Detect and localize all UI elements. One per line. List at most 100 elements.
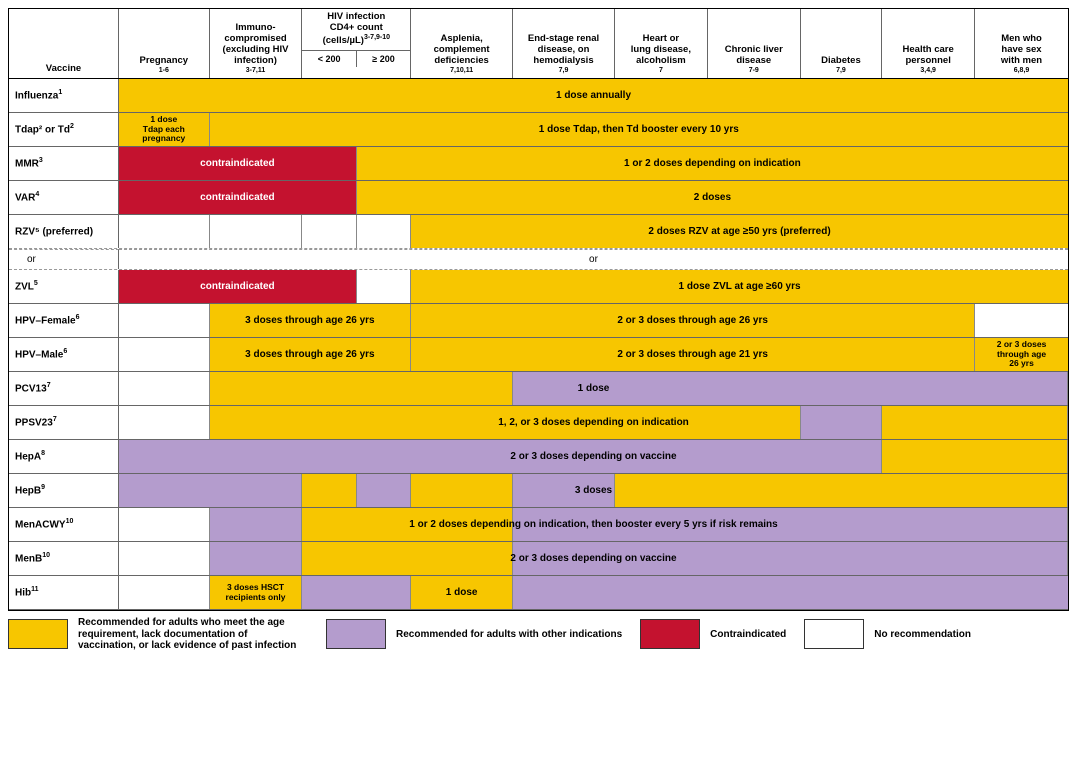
- legend-text: No recommendation: [874, 629, 971, 641]
- cell-segment: [210, 508, 303, 541]
- header-col-5: Heart orlung disease,alcoholism7: [615, 9, 708, 78]
- cell-segment: [210, 542, 303, 575]
- header-col-6: Chronic liverdisease7-9: [708, 9, 801, 78]
- cell-segment: contraindicated: [119, 181, 357, 214]
- row-body: 2 or 3 doses depending on vaccine: [119, 542, 1068, 575]
- cell-segment: [357, 474, 411, 507]
- table-row: HepB93 doses: [9, 474, 1068, 508]
- legend: Recommended for adults who meet the age …: [8, 611, 1069, 654]
- header-col-7: Diabetes7,9: [801, 9, 883, 78]
- table-row: HepA82 or 3 doses depending on vaccine: [9, 440, 1068, 474]
- vaccine-cell: HPV–Female6: [9, 304, 119, 337]
- cell-segment: 3 doses HSCT recipients only: [210, 576, 303, 609]
- header-col-8: Health carepersonnel 3,4,9: [882, 9, 975, 78]
- legend-swatch: [640, 619, 700, 649]
- table-row: oror: [9, 249, 1068, 270]
- cell-segment: [513, 508, 1068, 541]
- legend-swatch: [804, 619, 864, 649]
- header-vaccine: Vaccine: [9, 9, 119, 78]
- cell-segment: [801, 406, 883, 439]
- cell-segment: [210, 372, 513, 405]
- vaccine-cell: Influenza1: [9, 79, 119, 112]
- header-body-area: Pregnancy1-6Immuno-compromised(excluding…: [119, 9, 1068, 78]
- row-body: 1 dose Tdap each pregnancy1 dose Tdap, t…: [119, 113, 1068, 146]
- table-row: Hib11 3 doses HSCT recipients only 1 dose: [9, 576, 1068, 610]
- cell-segment: [119, 508, 210, 541]
- cell-segment: [119, 440, 882, 473]
- vaccine-cell: HepA8: [9, 440, 119, 473]
- header-row: Vaccine Pregnancy1-6Immuno-compromised(ex…: [9, 9, 1068, 79]
- cell-segment: [975, 304, 1068, 337]
- header-col-4: End-stage renaldisease, onhemodialysis7,…: [513, 9, 615, 78]
- cell-segment: 3 doses through age 26 yrs: [210, 304, 412, 337]
- cell-segment: [513, 372, 1068, 405]
- vaccine-cell: VAR4: [9, 181, 119, 214]
- cell-segment: [302, 474, 356, 507]
- vaccine-cell: MenACWY10: [9, 508, 119, 541]
- vaccine-cell: PCV137: [9, 372, 119, 405]
- table-row: ZVL5contraindicated1 dose ZVL at age ≥60…: [9, 270, 1068, 304]
- cell-segment: [615, 474, 1068, 507]
- cell-segment: [302, 576, 411, 609]
- cell-segment: [119, 215, 210, 248]
- row-body: 3 doses: [119, 474, 1068, 507]
- row-body: 1 dose annually: [119, 79, 1068, 112]
- row-body: 2 or 3 doses depending on vaccine: [119, 440, 1068, 473]
- row-body: contraindicated2 doses: [119, 181, 1068, 214]
- legend-text: Recommended for adults with other indica…: [396, 629, 622, 641]
- row-body: 1 or 2 doses depending on indication, th…: [119, 508, 1068, 541]
- cell-segment: contraindicated: [119, 270, 357, 303]
- cell-segment: 2 or 3 doses through age 26 yrs: [975, 338, 1068, 371]
- cell-segment: 2 doses: [357, 181, 1068, 214]
- table-row: PPSV2371, 2, or 3 doses depending on ind…: [9, 406, 1068, 440]
- cell-segment: 1 dose Tdap each pregnancy: [119, 113, 210, 146]
- cell-segment: [119, 474, 302, 507]
- cell-segment: 1 dose: [411, 576, 513, 609]
- cell-segment: 3 doses through age 26 yrs: [210, 338, 412, 371]
- table-row: VAR4contraindicated2 doses: [9, 181, 1068, 215]
- header-col-hiv-split: < 200≥ 200: [302, 50, 410, 67]
- cell-segment: [882, 406, 1068, 439]
- cell-segment: 1 or 2 doses depending on indication: [357, 147, 1068, 180]
- table-row: Influenza11 dose annually: [9, 79, 1068, 113]
- header-col-0: Pregnancy1-6: [119, 9, 210, 78]
- vaccine-cell: MenB10: [9, 542, 119, 575]
- header-col-hiv-split-1: ≥ 200: [357, 51, 410, 67]
- cell-segment: [411, 474, 513, 507]
- cell-segment: [357, 270, 411, 303]
- header-col-hiv: HIV infectionCD4+ count(cells/µL)3-7,9-1…: [302, 9, 411, 78]
- cell-segment: [882, 440, 1068, 473]
- legend-item: Recommended for adults with other indica…: [326, 619, 622, 649]
- vaccine-cell: Tdap² or Td2: [9, 113, 119, 146]
- header-col-hiv-split-0: < 200: [302, 51, 356, 67]
- cell-segment: [119, 576, 210, 609]
- cell-segment: 2 or 3 doses through age 21 yrs: [411, 338, 975, 371]
- cell-segment: [513, 576, 1068, 609]
- row-body: 1 dose: [119, 372, 1068, 405]
- legend-text: Recommended for adults who meet the age …: [78, 617, 308, 652]
- header-col-1: Immuno-compromised(excluding HIVinfectio…: [210, 9, 303, 78]
- cell-segment: [357, 215, 411, 248]
- table-row: MMR3contraindicated1 or 2 doses dependin…: [9, 147, 1068, 181]
- header-vaccine-label: Vaccine: [46, 64, 81, 75]
- cell-segment: [210, 215, 303, 248]
- legend-swatch: [326, 619, 386, 649]
- header-col-hiv-top: HIV infectionCD4+ count(cells/µL)3-7,9-1…: [320, 9, 393, 50]
- cell-segment: 2 doses RZV at age ≥50 yrs (preferred): [411, 215, 1068, 248]
- cell-segment: [513, 542, 1068, 575]
- cell-segment: [302, 508, 513, 541]
- cell-segment: 1 dose annually: [119, 79, 1068, 112]
- cell-segment: [302, 215, 356, 248]
- cell-segment: 1 dose ZVL at age ≥60 yrs: [411, 270, 1068, 303]
- legend-item: Contraindicated: [640, 619, 786, 649]
- cell-segment: [119, 304, 210, 337]
- table-row: MenACWY101 or 2 doses depending on indic…: [9, 508, 1068, 542]
- row-body: 2 doses RZV at age ≥50 yrs (preferred): [119, 215, 1068, 248]
- legend-item: Recommended for adults who meet the age …: [8, 617, 308, 652]
- cell-segment: [302, 542, 513, 575]
- vaccine-cell: MMR3: [9, 147, 119, 180]
- vaccine-cell: or: [9, 249, 119, 269]
- legend-text: Contraindicated: [710, 629, 786, 641]
- vaccine-schedule-table: Vaccine Pregnancy1-6Immuno-compromised(ex…: [8, 8, 1069, 611]
- vaccine-cell: Hib11: [9, 576, 119, 609]
